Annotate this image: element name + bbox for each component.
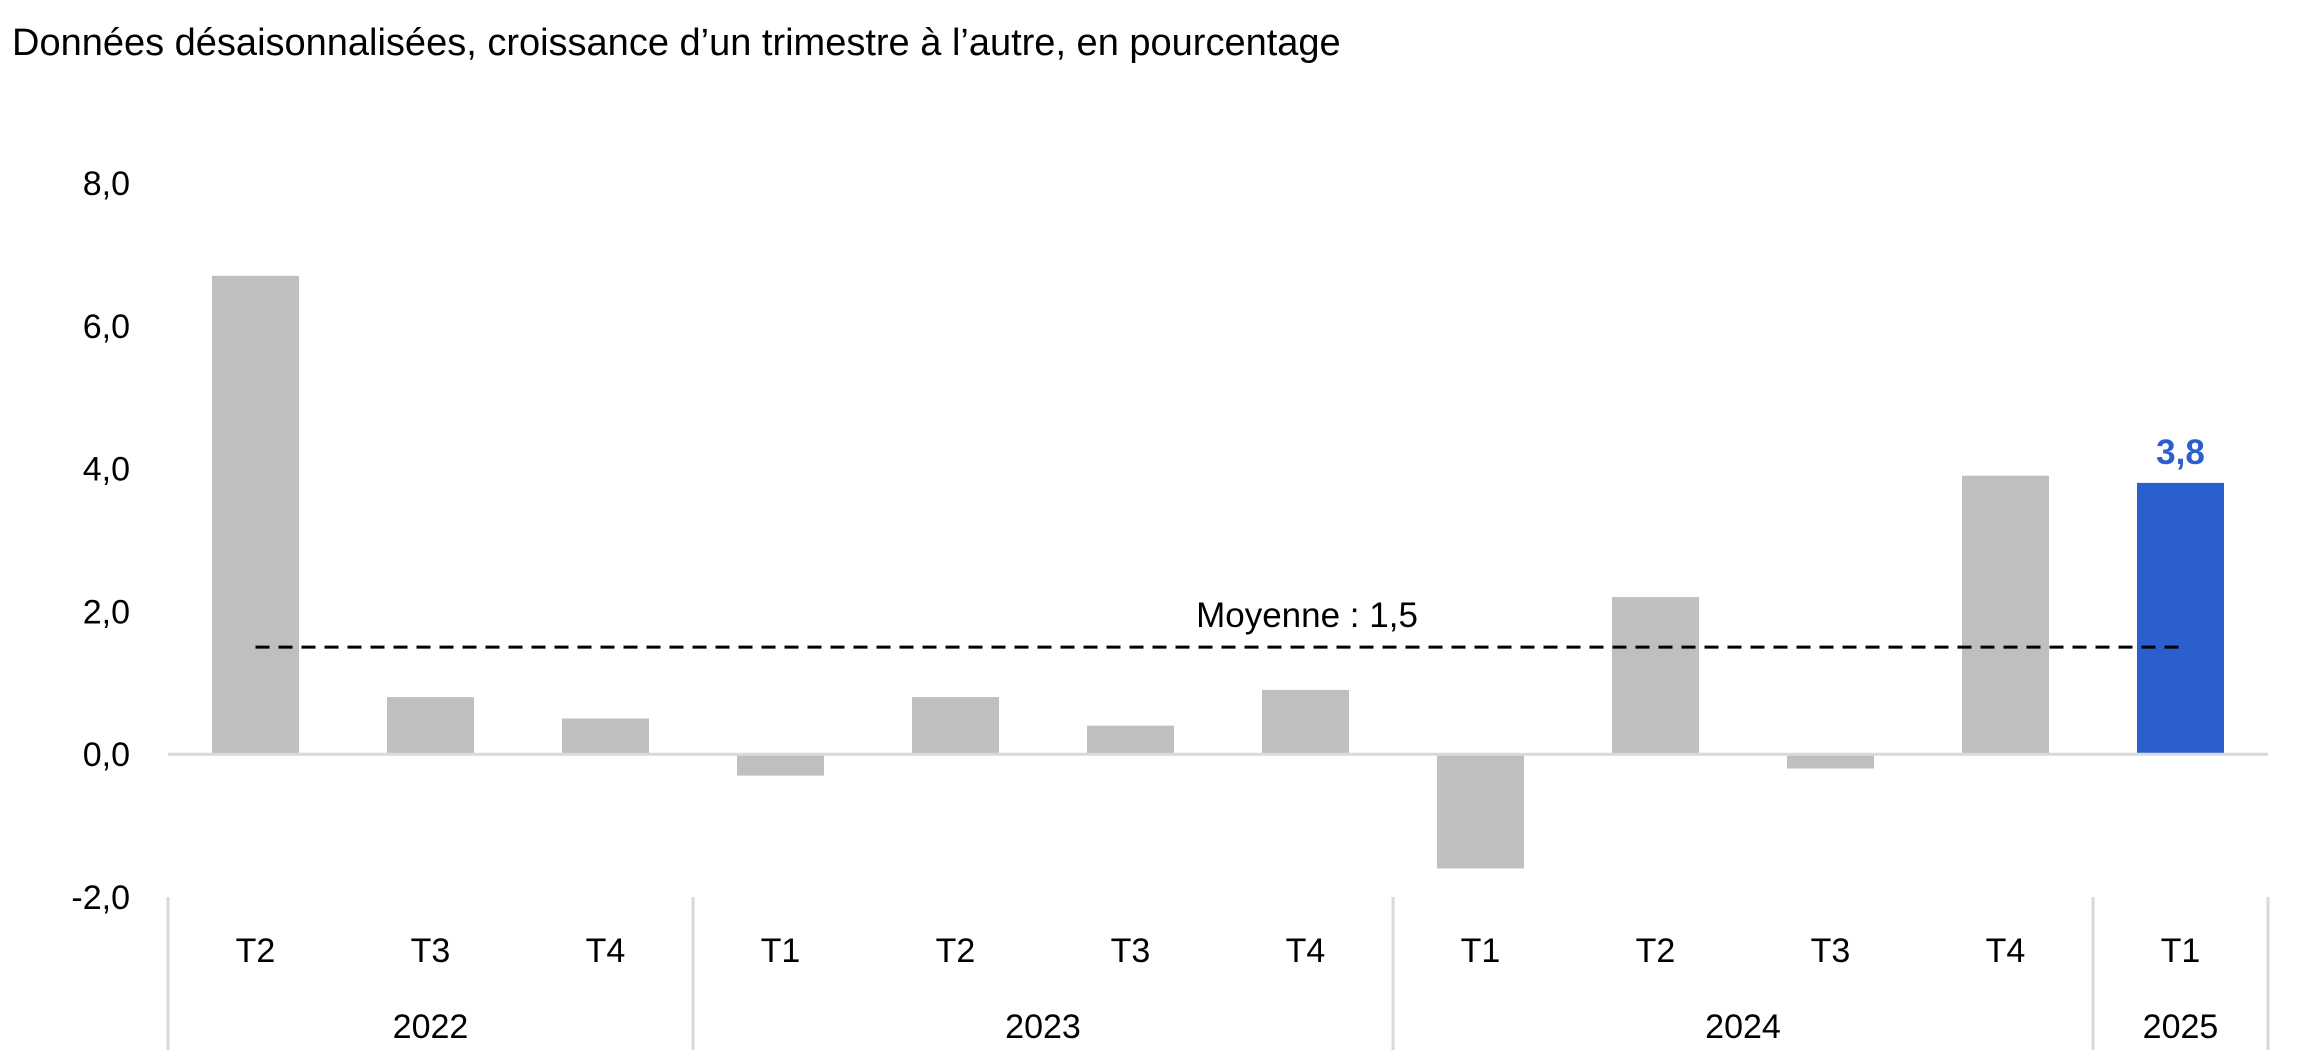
year-label: 2022 (393, 1008, 469, 1046)
bar (1437, 754, 1524, 869)
x-tick-label: T4 (1986, 932, 2026, 970)
x-tick-label: T3 (1111, 932, 1151, 970)
x-tick-label: T2 (936, 932, 976, 970)
y-tick-label: 4,0 (83, 451, 130, 489)
average-line-group: Moyenne : 1,5 (255, 596, 2181, 649)
x-tick-label: T2 (236, 932, 276, 970)
x-tick-label: T4 (586, 932, 626, 970)
x-tick-label: T1 (2161, 932, 2201, 970)
x-tick-label: T1 (761, 932, 801, 970)
x-axis-quarter-labels: T2 T3 T4 T1 T2 T3 T4 T1 T2 T3 T4 T1 (236, 932, 2201, 970)
x-tick-label: T2 (1636, 932, 1676, 970)
y-axis-tick-labels: 8,0 6,0 4,0 2,0 0,0 -2,0 (71, 165, 130, 917)
chart-title: Données désaisonnalisées, croissance d’u… (12, 22, 1341, 64)
bar (1087, 725, 1174, 755)
y-tick-label: -2,0 (71, 879, 130, 917)
x-tick-label: T4 (1286, 932, 1326, 970)
bar (387, 697, 474, 755)
year-label: 2024 (1705, 1008, 1781, 1046)
x-tick-label: T3 (1811, 932, 1851, 970)
y-tick-label: 8,0 (83, 165, 130, 203)
bar (1262, 689, 1349, 755)
average-label: Moyenne : 1,5 (1196, 596, 1418, 635)
highlight-data-label: 3,8 (2156, 433, 2205, 472)
x-axis-group-separators (166, 897, 2270, 1050)
bar (912, 697, 999, 755)
year-label: 2023 (1005, 1008, 1081, 1046)
bar (737, 754, 824, 776)
y-tick-label: 6,0 (83, 308, 130, 346)
bar (212, 275, 299, 755)
year-label: 2025 (2143, 1008, 2219, 1046)
x-tick-label: T3 (411, 932, 451, 970)
bar (1787, 754, 1874, 769)
y-tick-label: 0,0 (83, 736, 130, 774)
bar (1612, 597, 1699, 755)
y-tick-label: 2,0 (83, 593, 130, 631)
bar (562, 718, 649, 755)
highlight-bar (2137, 482, 2224, 755)
x-tick-label: T1 (1461, 932, 1501, 970)
bars (212, 275, 2224, 869)
bar (1962, 475, 2049, 755)
x-axis-year-labels: 2022 2023 2024 2025 (393, 1008, 2219, 1046)
